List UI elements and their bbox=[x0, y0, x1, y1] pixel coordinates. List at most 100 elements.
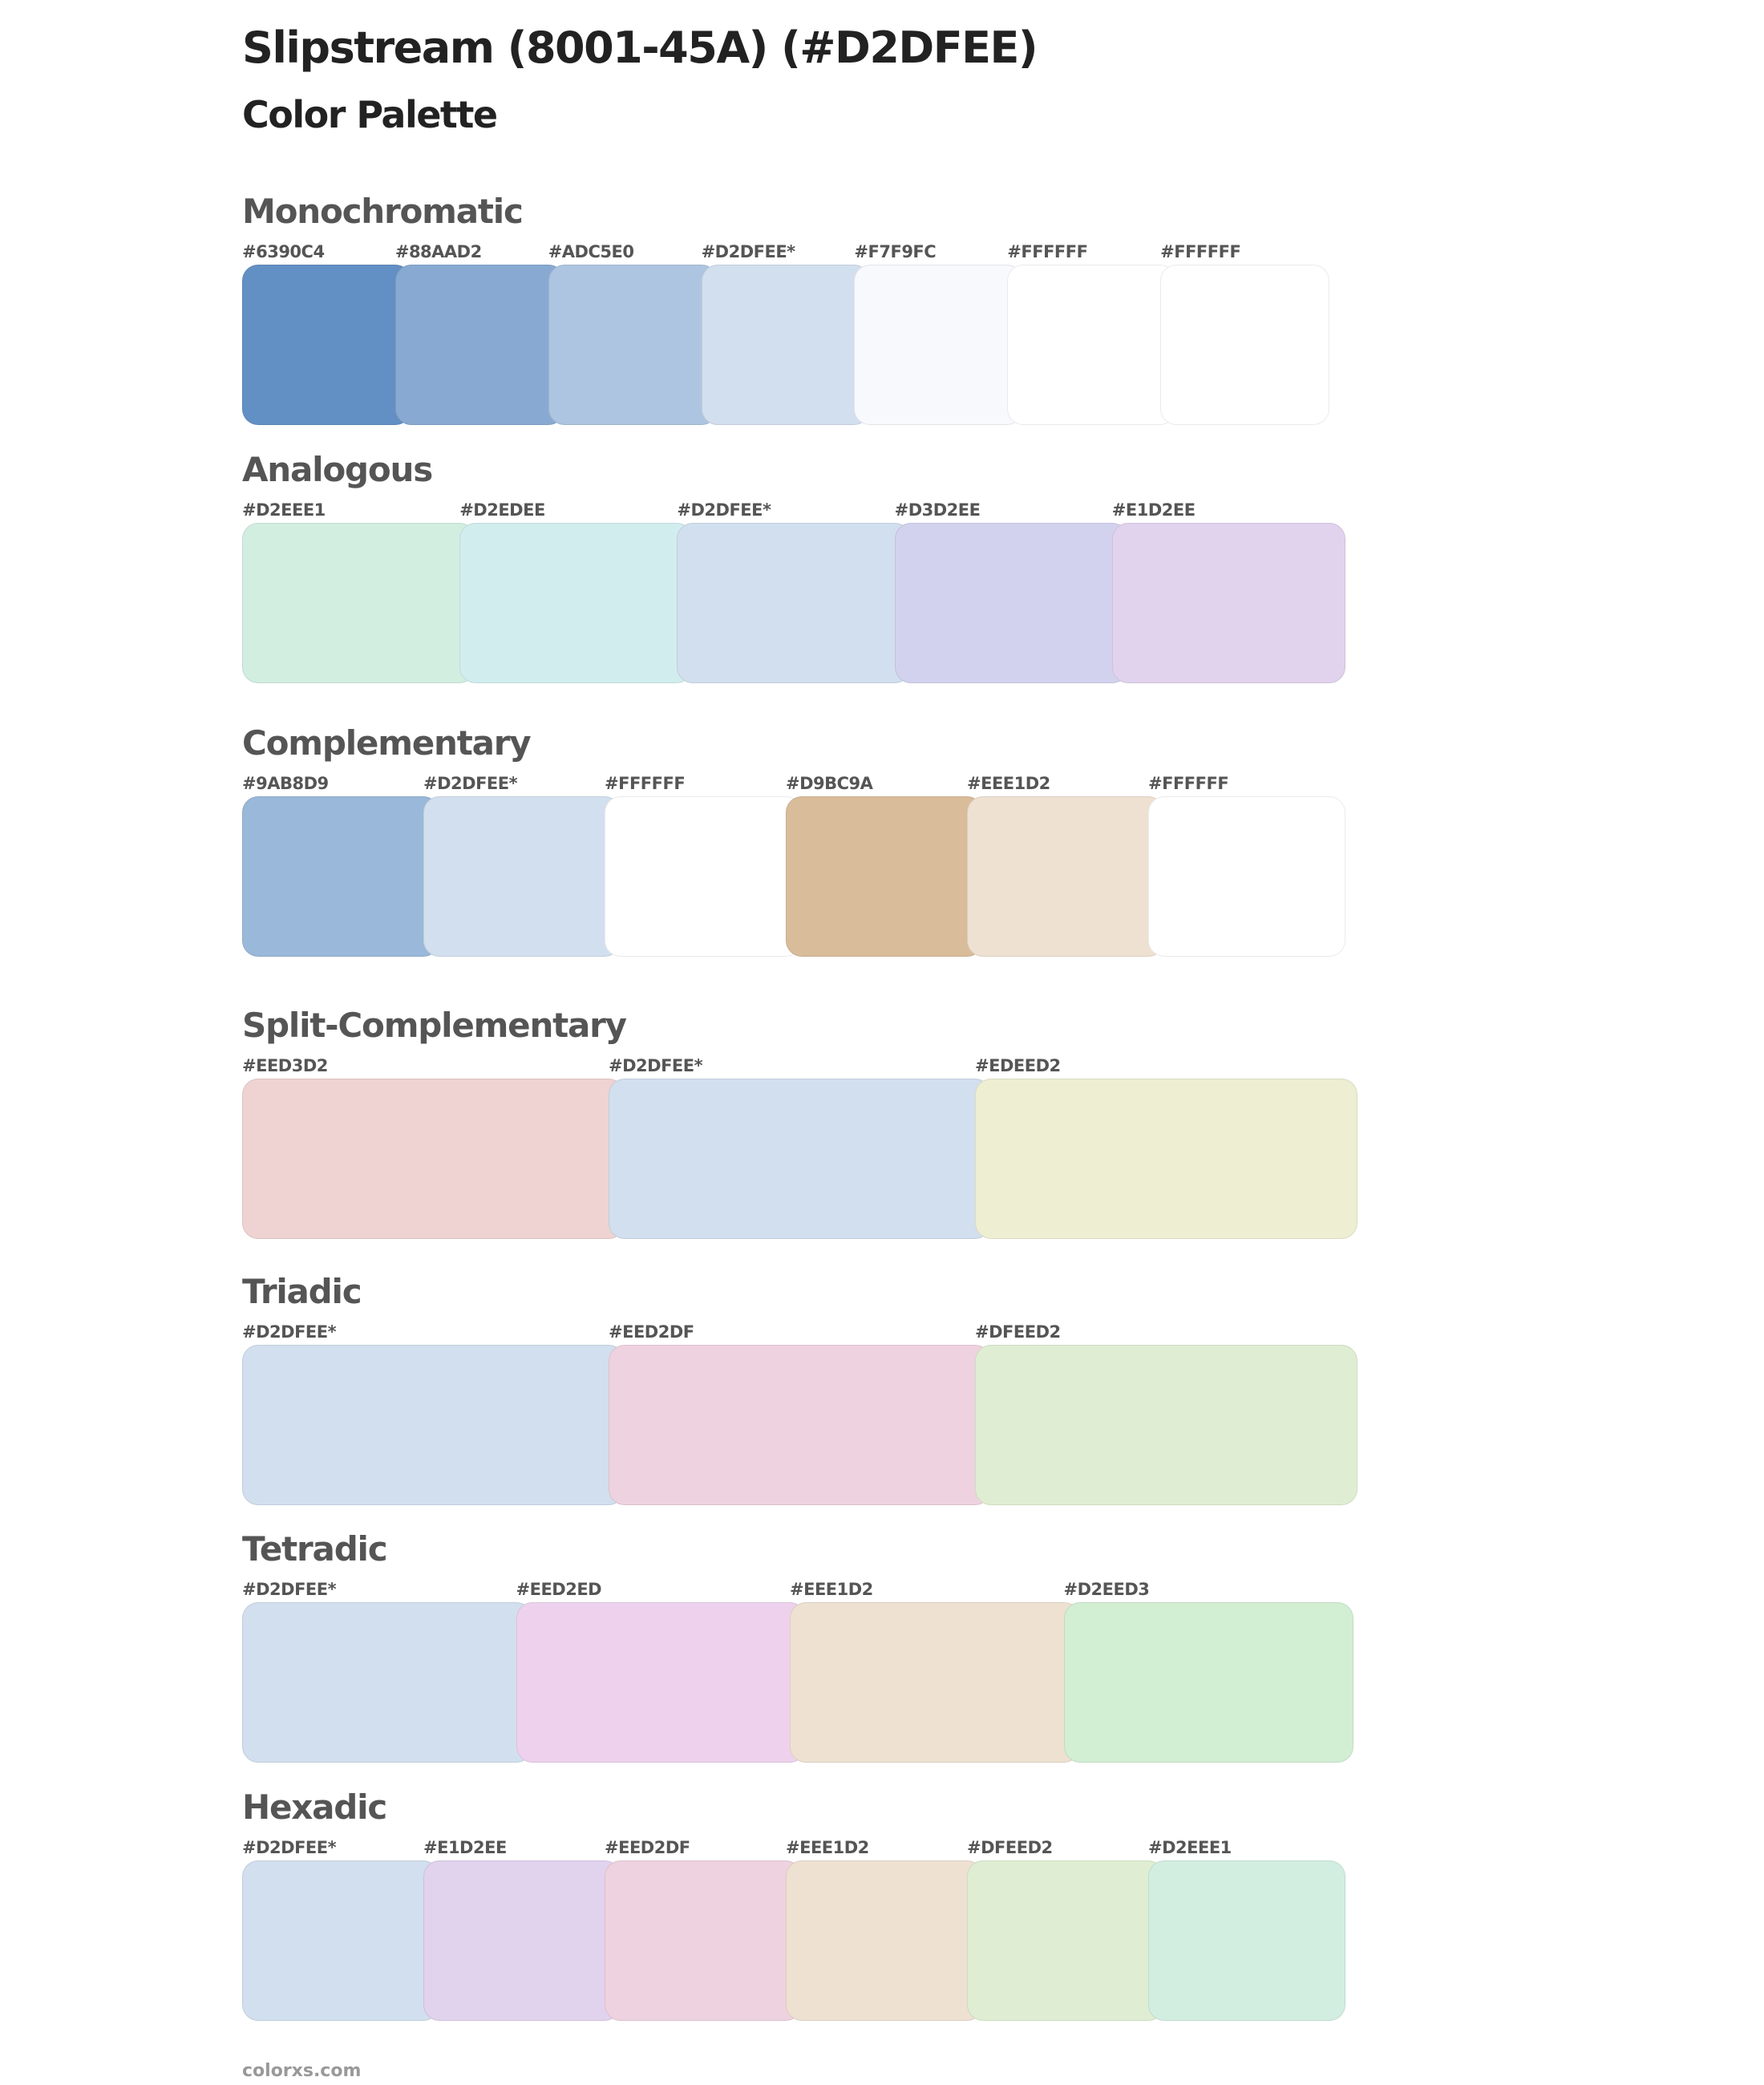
color-swatch-item[interactable]: #ADC5E0 bbox=[548, 242, 718, 425]
color-swatch-item[interactable]: #D9BC9A bbox=[786, 774, 983, 957]
color-swatch-item[interactable]: #FFFFFF bbox=[1160, 242, 1329, 425]
color-swatch-item[interactable]: #E1D2EE bbox=[423, 1838, 621, 2021]
color-swatch[interactable] bbox=[1160, 265, 1329, 425]
color-swatch-item[interactable]: #D2EED3 bbox=[1063, 1580, 1353, 1763]
section-heading: Tetradic bbox=[242, 1529, 388, 1569]
color-swatch[interactable] bbox=[242, 796, 439, 957]
color-swatch[interactable] bbox=[242, 1602, 532, 1763]
color-swatch-item[interactable]: #EEE1D2 bbox=[790, 1580, 1080, 1763]
color-swatch[interactable] bbox=[677, 523, 911, 683]
section-monochromatic: Monochromatic #6390C4 #88AAD2 #ADC5E0 #D2DFE… bbox=[242, 192, 1329, 425]
color-swatch-item[interactable]: #EED2DF bbox=[609, 1322, 991, 1505]
swatch-hex-label: #D2EED3 bbox=[1063, 1580, 1150, 1599]
color-swatch[interactable] bbox=[975, 1345, 1357, 1505]
color-swatch[interactable] bbox=[701, 265, 871, 425]
color-swatch[interactable] bbox=[790, 1602, 1080, 1763]
color-swatch-item[interactable]: #FFFFFF bbox=[605, 774, 802, 957]
color-swatch-item[interactable]: #88AAD2 bbox=[394, 242, 564, 425]
color-swatch-item[interactable]: #D3D2EE bbox=[894, 500, 1128, 683]
swatch-hex-label: #EED2DF bbox=[609, 1322, 694, 1342]
color-swatch[interactable] bbox=[423, 796, 621, 957]
color-swatch[interactable] bbox=[854, 265, 1024, 425]
color-swatch-item[interactable]: #DFEED2 bbox=[975, 1322, 1357, 1505]
color-swatch-item[interactable]: #EEE1D2 bbox=[967, 774, 1164, 957]
color-swatch[interactable] bbox=[423, 1860, 621, 2021]
color-swatch[interactable] bbox=[894, 523, 1128, 683]
color-swatch-item[interactable]: #EDEED2 bbox=[975, 1056, 1357, 1239]
swatch-hex-label: #6390C4 bbox=[242, 242, 325, 261]
color-swatch-item[interactable]: #6390C4 bbox=[242, 242, 411, 425]
color-swatch-item[interactable]: #FFFFFF bbox=[1148, 774, 1345, 957]
color-swatch-item[interactable]: #D2DFEE* bbox=[701, 242, 871, 425]
swatch-hex-label: #D2DFEE* bbox=[677, 500, 771, 520]
swatch-hex-label: #D3D2EE bbox=[894, 500, 981, 520]
color-swatch[interactable] bbox=[975, 1079, 1357, 1239]
section-complementary: Complementary #9AB8D9 #D2DFEE* #FFFFFF #D9BC… bbox=[242, 723, 1345, 957]
color-swatch[interactable] bbox=[548, 265, 718, 425]
swatch-hex-label: #DFEED2 bbox=[975, 1322, 1061, 1342]
color-swatch-item[interactable]: #D2DFEE* bbox=[677, 500, 911, 683]
page-subtitle: Color Palette bbox=[242, 93, 498, 136]
color-swatch-item[interactable]: #D2DFEE* bbox=[242, 1838, 439, 2021]
swatch-hex-label: #E1D2EE bbox=[1111, 500, 1196, 520]
color-swatch-item[interactable]: #EED2DF bbox=[605, 1838, 802, 2021]
section-triadic: Triadic #D2DFEE* #EED2DF #DFEED2 bbox=[242, 1272, 1357, 1505]
color-swatch[interactable] bbox=[605, 796, 802, 957]
color-swatch-item[interactable]: #9AB8D9 bbox=[242, 774, 439, 957]
color-swatch[interactable] bbox=[242, 523, 476, 683]
section-split-complementary: Split-Complementary #EED3D2 #D2DFEE* #EDEED… bbox=[242, 1006, 1357, 1239]
swatch-hex-label: #D2DFEE* bbox=[701, 242, 796, 261]
color-swatch[interactable] bbox=[786, 796, 983, 957]
swatch-hex-label: #88AAD2 bbox=[394, 242, 482, 261]
swatch-hex-label: #EEE1D2 bbox=[967, 774, 1050, 793]
color-swatch[interactable] bbox=[609, 1079, 991, 1239]
color-swatch[interactable] bbox=[967, 1860, 1164, 2021]
swatch-hex-label: #DFEED2 bbox=[967, 1838, 1053, 1857]
color-swatch[interactable] bbox=[242, 1860, 439, 2021]
color-swatch[interactable] bbox=[1063, 1602, 1353, 1763]
color-swatch-item[interactable]: #D2EEE1 bbox=[242, 500, 476, 683]
color-swatch[interactable] bbox=[1007, 265, 1177, 425]
color-swatch[interactable] bbox=[1148, 1860, 1345, 2021]
swatch-hex-label: #FFFFFF bbox=[1148, 774, 1229, 793]
swatch-hex-label: #FFFFFF bbox=[605, 774, 686, 793]
color-swatch-item[interactable]: #DFEED2 bbox=[967, 1838, 1164, 2021]
color-swatch[interactable] bbox=[967, 796, 1164, 957]
color-swatch[interactable] bbox=[242, 265, 411, 425]
color-swatch-item[interactable]: #FFFFFF bbox=[1007, 242, 1177, 425]
swatch-hex-label: #D2EEE1 bbox=[1148, 1838, 1232, 1857]
color-swatch-item[interactable]: #EED2ED bbox=[516, 1580, 806, 1763]
color-swatch-item[interactable]: #D2EEE1 bbox=[1148, 1838, 1345, 2021]
section-analogous: Analogous #D2EEE1 #D2EDEE #D2DFEE* #D3D2EE #E… bbox=[242, 450, 1345, 683]
swatch-hex-label: #D2DFEE* bbox=[609, 1056, 703, 1075]
color-swatch[interactable] bbox=[786, 1860, 983, 2021]
color-swatch-item[interactable]: #EEE1D2 bbox=[786, 1838, 983, 2021]
color-swatch[interactable] bbox=[516, 1602, 806, 1763]
color-swatch[interactable] bbox=[459, 523, 694, 683]
color-swatch-item[interactable]: #D2DFEE* bbox=[242, 1322, 625, 1505]
color-swatch-item[interactable]: #EED3D2 bbox=[242, 1056, 625, 1239]
color-swatch-item[interactable]: #D2DFEE* bbox=[423, 774, 621, 957]
section-heading: Hexadic bbox=[242, 1787, 387, 1827]
color-swatch[interactable] bbox=[1111, 523, 1345, 683]
color-swatch-item[interactable]: #D2EDEE bbox=[459, 500, 694, 683]
color-swatch[interactable] bbox=[394, 265, 564, 425]
swatch-hex-label: #EED3D2 bbox=[242, 1056, 328, 1075]
swatch-hex-label: #EED2DF bbox=[605, 1838, 690, 1857]
color-swatch[interactable] bbox=[242, 1079, 625, 1239]
color-swatch[interactable] bbox=[605, 1860, 802, 2021]
section-tetradic: Tetradic #D2DFEE* #EED2ED #EEE1D2 #D2EED3 bbox=[242, 1529, 1353, 1763]
swatch-hex-label: #9AB8D9 bbox=[242, 774, 329, 793]
color-swatch-item[interactable]: #D2DFEE* bbox=[609, 1056, 991, 1239]
footer-site-link[interactable]: colorxs.com bbox=[242, 2061, 362, 2081]
swatch-hex-label: #FFFFFF bbox=[1007, 242, 1088, 261]
page-title: Slipstream (8001-45A) (#D2DFEE) bbox=[242, 22, 1038, 73]
color-swatch-item[interactable]: #F7F9FC bbox=[854, 242, 1024, 425]
section-heading: Split-Complementary bbox=[242, 1006, 627, 1045]
color-swatch[interactable] bbox=[242, 1345, 625, 1505]
color-swatch-item[interactable]: #E1D2EE bbox=[1111, 500, 1345, 683]
swatch-hex-label: #EEE1D2 bbox=[786, 1838, 869, 1857]
color-swatch[interactable] bbox=[609, 1345, 991, 1505]
color-swatch[interactable] bbox=[1148, 796, 1345, 957]
color-swatch-item[interactable]: #D2DFEE* bbox=[242, 1580, 532, 1763]
